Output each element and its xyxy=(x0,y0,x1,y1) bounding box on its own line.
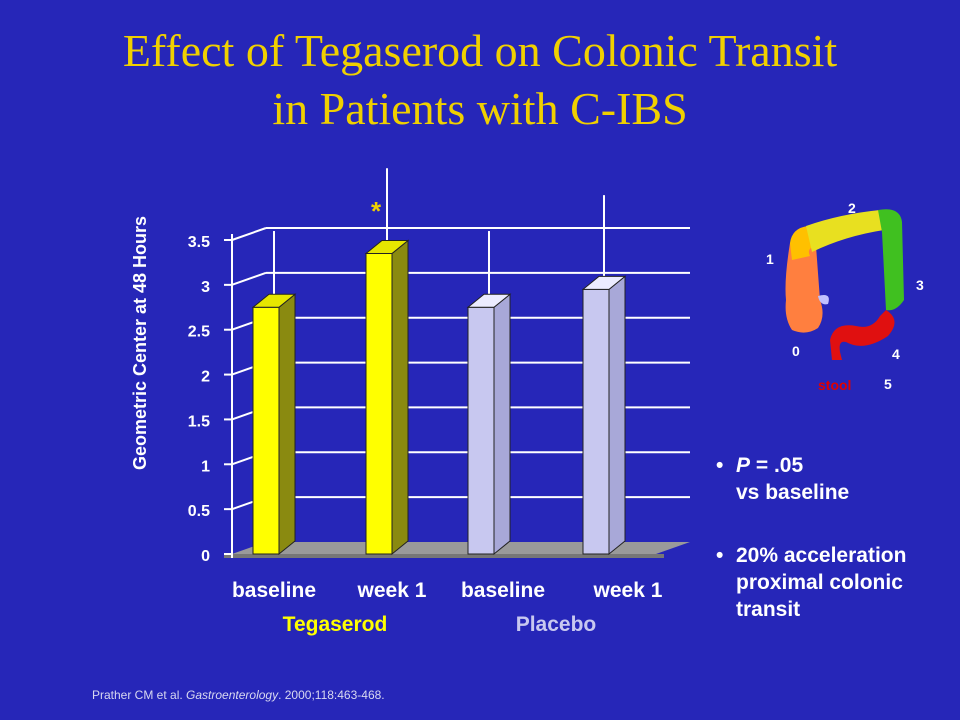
citation: Prather CM et al. Gastroenterology. 2000… xyxy=(92,688,385,702)
category-labels: baseline week 1 baseline week 1 Tegaserod Pla… xyxy=(232,579,663,636)
bar xyxy=(364,168,410,556)
slide-title-line-2: in Patients with C-IBS xyxy=(272,83,688,134)
floor-edge xyxy=(224,554,664,558)
colon-segment-number: 3 xyxy=(916,277,924,293)
colon-appendix xyxy=(818,295,829,305)
colon-segment-number: 4 xyxy=(892,346,900,362)
y-tick-label: 2 xyxy=(201,369,210,386)
category-label: week 1 xyxy=(357,579,427,602)
citation-authors: Prather CM et al. xyxy=(92,688,187,702)
note-p-line-2: vs baseline xyxy=(736,481,850,504)
slide-title: Effect of Tegaserod on Colonic Transit i… xyxy=(0,22,960,138)
note-p-line-1-rest: = .05 xyxy=(750,454,804,477)
y-tick-label: 3 xyxy=(201,279,210,296)
bars: * xyxy=(251,168,627,556)
colon-segment-number: 1 xyxy=(766,251,774,267)
bar-front xyxy=(582,288,610,555)
bar-side xyxy=(608,275,626,556)
bar-side xyxy=(493,293,511,556)
colon-transverse xyxy=(806,210,884,252)
chart-floor xyxy=(232,542,690,554)
colon-cecum xyxy=(785,243,823,333)
y-tick-label: 1 xyxy=(201,458,210,475)
bar-front xyxy=(467,306,495,555)
group-label: Placebo xyxy=(516,613,597,636)
note-p-value: • P = .05 vs baseline xyxy=(716,452,849,506)
y-tick-label: 0.5 xyxy=(188,503,210,520)
bar-front xyxy=(252,306,280,555)
colon-sigmoid xyxy=(830,310,895,360)
bar-top xyxy=(581,275,627,290)
colon-segment-number: 0 xyxy=(792,343,800,359)
colon-descending xyxy=(878,209,904,311)
bar-top xyxy=(251,293,297,308)
gridline-diagonal xyxy=(231,227,267,241)
category-label: week 1 xyxy=(593,579,663,602)
note-acc-line-2: proximal colonic xyxy=(736,571,903,594)
category-label: baseline xyxy=(461,579,545,602)
bullet: • xyxy=(716,544,724,567)
note-p-label: P xyxy=(736,454,751,477)
bullet: • xyxy=(716,454,724,477)
significance-marker: * xyxy=(371,196,382,226)
bar xyxy=(581,195,627,556)
y-tick-label: 1.5 xyxy=(188,413,210,430)
bar-top xyxy=(466,293,512,308)
slide-title-line-1: Effect of Tegaserod on Colonic Transit xyxy=(122,25,838,76)
group-label: Tegaserod xyxy=(283,613,388,636)
citation-rest: . 2000;118:463-468. xyxy=(278,688,385,702)
colon-stool-label: stool xyxy=(818,377,851,393)
colon-diagram: 0 1 2 3 45 stool xyxy=(766,200,924,393)
bar-side xyxy=(391,239,409,556)
note-acc-line-1: 20% acceleration xyxy=(736,544,907,567)
colon-segment-number: 5 xyxy=(884,376,892,392)
bar xyxy=(466,231,512,556)
bar xyxy=(251,231,297,556)
category-label: baseline xyxy=(232,579,316,602)
y-axis: 0 0.5 1 1.5 2 2.5 3 3.5 Geometric Center at 48 H… xyxy=(130,216,233,565)
y-tick-label: 2.5 xyxy=(188,324,210,341)
note-acceleration: • 20% acceleration proximal colonic tran… xyxy=(716,542,906,623)
bar-side xyxy=(278,293,296,556)
note-acc-line-3: transit xyxy=(736,598,801,621)
bar-top xyxy=(364,239,410,254)
gridline-diagonal xyxy=(231,271,267,286)
colon-segment-number: 2 xyxy=(848,200,856,216)
y-tick-label: 3.5 xyxy=(188,234,210,251)
y-tick-label: 0 xyxy=(201,548,210,565)
bar-front xyxy=(365,252,393,555)
citation-journal: Gastroenterology xyxy=(186,688,279,702)
y-axis-label: Geometric Center at 48 Hours xyxy=(130,216,150,470)
